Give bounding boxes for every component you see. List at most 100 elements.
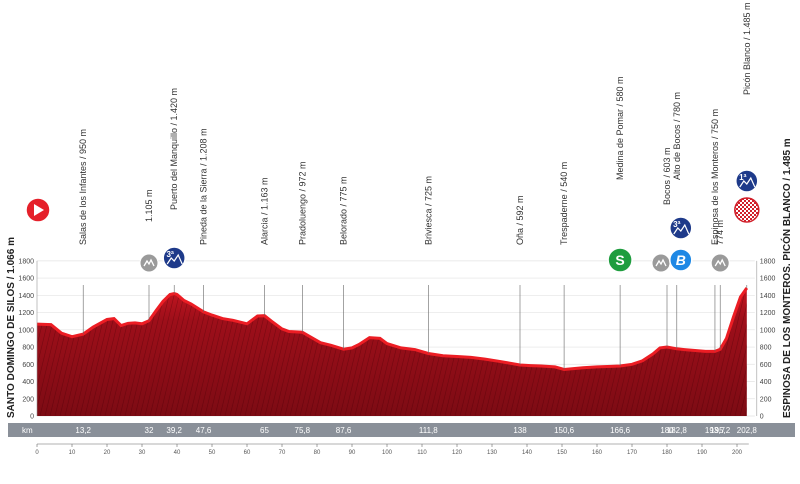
- texture-stroke: [249, 288, 291, 416]
- texture-stroke: [179, 288, 221, 416]
- km-mark: 195,2: [710, 426, 731, 435]
- x-tick-label: 60: [244, 450, 251, 456]
- climb-category-label: 3ª: [673, 220, 680, 229]
- x-tick-label: 140: [522, 450, 533, 456]
- y-tick-label-right: 1200: [760, 310, 776, 317]
- texture-stroke: [219, 288, 261, 416]
- km-mark: 75,8: [295, 426, 311, 435]
- waypoint-label: Pradoluengo / 972 m: [297, 161, 307, 245]
- y-tick-label-right: 400: [760, 379, 772, 386]
- texture-stroke: [209, 288, 251, 416]
- start-label: SANTO DOMINGO DE SILOS / 1.066 m: [6, 237, 17, 418]
- x-tick-label: 100: [382, 450, 393, 456]
- texture-stroke: [144, 288, 186, 416]
- y-tick-label-left: 1400: [18, 293, 34, 300]
- texture-stroke: [37, 288, 76, 416]
- texture-stroke: [184, 288, 226, 416]
- texture-stroke: [109, 288, 151, 416]
- y-tick-label-left: 1200: [18, 310, 34, 317]
- texture-stroke: [264, 288, 306, 416]
- waypoint-label: 1.105 m: [144, 189, 154, 222]
- sprint-icon: [607, 247, 633, 273]
- texture-stroke: [94, 288, 136, 416]
- x-tick-label: 200: [732, 450, 743, 456]
- texture-stroke: [734, 288, 747, 416]
- texture-stroke: [199, 288, 241, 416]
- texture-stroke: [194, 288, 236, 416]
- km-mark: 111,8: [419, 426, 438, 435]
- x-tick-label: 130: [487, 450, 498, 456]
- finish-flag-icon: [734, 197, 760, 223]
- texture-stroke: [99, 288, 141, 416]
- texture-stroke: [104, 288, 146, 416]
- texture-stroke: [795, 250, 800, 416]
- texture-stroke: [254, 288, 296, 416]
- texture-stroke: [139, 288, 181, 416]
- waypoint-label: Medina de Pomar / 580 m: [615, 76, 625, 180]
- km-band: km 13,2 32 39,2 47,6 65 75,8 87,6 111,8 138 150,6 1…: [8, 423, 795, 437]
- km-mark: 202,8: [737, 426, 758, 435]
- x-tick-label: 40: [174, 450, 181, 456]
- elevation-profile: [36, 250, 800, 416]
- km-band-bar: [8, 423, 795, 437]
- finish-label: ESPINOSA DE LOS MONTEROS. PICÓN BLANCO /…: [780, 138, 793, 418]
- texture-stroke: [129, 288, 171, 416]
- waypoint-label: Salas de los Infantes / 950 m: [78, 129, 88, 245]
- x-tick-label: 10: [69, 450, 76, 456]
- texture-stroke: [134, 288, 176, 416]
- y-tick-label-right: 0: [760, 414, 764, 421]
- km-mark: 65: [260, 426, 269, 435]
- texture-stroke: [37, 288, 61, 416]
- y-tick-label-left: 800: [22, 345, 34, 352]
- texture-stroke: [37, 288, 66, 416]
- texture-stroke: [164, 288, 206, 416]
- km-mark: 87,6: [336, 426, 352, 435]
- texture-stroke: [709, 288, 747, 416]
- texture-stroke: [224, 288, 266, 416]
- texture-stroke: [214, 288, 256, 416]
- texture-stroke: [189, 288, 231, 416]
- waypoint-leader-lines: [82, 285, 748, 370]
- x-tick-label: 110: [417, 450, 427, 456]
- x-tick-label: 30: [139, 450, 146, 456]
- texture-stroke: [234, 288, 276, 416]
- y-tick-label-left: 600: [22, 362, 34, 369]
- waypoint-label: Oña / 592 m: [515, 195, 525, 245]
- texture-stroke: [89, 288, 131, 416]
- feed-zone-glyph: [655, 258, 667, 267]
- texture-stroke: [204, 288, 246, 416]
- km-mark: 166,6: [610, 426, 631, 435]
- texture-stroke: [719, 288, 747, 416]
- feed-zone-glyph: [143, 258, 155, 267]
- x-tick-label: 190: [697, 450, 708, 456]
- km-mark: 138: [513, 426, 527, 435]
- y-axis-right: 0 200 400 600 800 1000 1200 1400 1600 1800: [756, 258, 776, 421]
- waypoint-label: Alarcia / 1.163 m: [260, 177, 270, 245]
- mountain-glyph: [673, 223, 690, 235]
- waypoint-labels: Salas de los Infantes / 950 m 1.105 m Puer…: [78, 2, 752, 245]
- y-tick-label-left: 200: [22, 396, 34, 403]
- waypoint-label: Trespaderne / 540 m: [559, 162, 569, 245]
- climb-category-icon: [669, 216, 693, 240]
- texture-stroke: [114, 288, 156, 416]
- km-mark: 47,6: [196, 426, 212, 435]
- y-tick-label-right: 1800: [760, 258, 776, 265]
- texture-stroke: [724, 288, 747, 416]
- y-tick-label-left: 1600: [18, 276, 34, 283]
- mountain-glyph: [166, 253, 183, 265]
- x-tick-label: 160: [592, 450, 603, 456]
- x-tick-label: 180: [662, 450, 673, 456]
- mountain-glyph: [739, 176, 756, 188]
- bonus-sprint-label: B: [676, 252, 686, 268]
- texture-stroke: [229, 288, 271, 416]
- y-tick-label-right: 600: [760, 362, 772, 369]
- km-mark: 32: [145, 426, 154, 435]
- texture-stroke: [124, 288, 166, 416]
- texture-stroke: [74, 288, 116, 416]
- waypoint-label: Picón Blanco / 1.485 m: [742, 2, 752, 95]
- km-mark: 193,7: [705, 426, 726, 435]
- texture-stroke: [159, 288, 201, 416]
- x-tick-label: 150: [557, 450, 568, 456]
- x-tick-label: 20: [104, 450, 111, 456]
- texture-stroke: [149, 288, 191, 416]
